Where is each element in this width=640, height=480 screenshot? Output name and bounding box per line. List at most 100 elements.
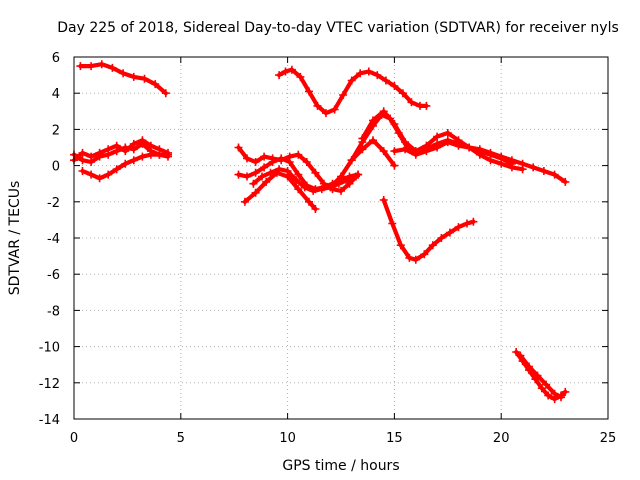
data-point <box>390 147 399 156</box>
data-point <box>76 62 85 71</box>
data-point <box>78 156 87 165</box>
data-point <box>465 143 474 152</box>
x-tick-label: 10 <box>279 431 296 446</box>
data-point <box>454 141 463 150</box>
data-point <box>364 67 373 76</box>
y-tick-label: 4 <box>52 87 60 102</box>
series-arc-13 <box>390 138 570 186</box>
data-point <box>287 65 296 74</box>
data-point <box>401 138 410 147</box>
data-point <box>507 156 516 165</box>
data-point <box>542 380 551 389</box>
data-point <box>411 150 420 159</box>
series-arc-4 <box>78 150 172 183</box>
series-arc-11 <box>358 107 527 174</box>
y-tick-label: -12 <box>39 377 60 392</box>
data-point <box>454 223 463 232</box>
x-tick-label: 25 <box>600 431 617 446</box>
data-point <box>240 197 249 206</box>
data-point <box>151 80 160 89</box>
data-point <box>322 109 330 118</box>
data-point <box>260 152 269 161</box>
data-point <box>300 183 309 192</box>
data-point <box>411 255 420 264</box>
data-point <box>305 87 313 96</box>
series-line <box>381 197 476 262</box>
data-point <box>379 196 388 204</box>
data-point <box>104 170 113 179</box>
y-tick-label: -14 <box>39 413 60 428</box>
data-point <box>294 170 303 179</box>
data-point <box>281 67 290 76</box>
series-arc-1 <box>76 60 170 98</box>
data-point <box>390 82 399 90</box>
data-point <box>234 143 243 152</box>
y-tick-label: -4 <box>47 232 60 247</box>
data-point <box>550 170 559 179</box>
data-point <box>243 172 251 181</box>
data-point <box>369 136 377 145</box>
data-point <box>420 250 429 259</box>
data-point <box>305 197 313 206</box>
data-point <box>164 150 172 159</box>
data-point <box>525 362 533 371</box>
data-point <box>388 219 397 228</box>
data-point <box>390 161 399 170</box>
data-point <box>275 71 284 80</box>
data-point <box>155 150 164 159</box>
data-point <box>433 143 442 152</box>
data-point <box>396 241 405 250</box>
data-point <box>445 228 454 237</box>
data-point <box>129 156 138 165</box>
data-point <box>97 60 106 69</box>
data-point <box>268 158 277 166</box>
data-point <box>251 188 260 197</box>
data-point <box>243 154 251 163</box>
data-point <box>401 145 410 154</box>
data-point <box>95 152 104 161</box>
data-point <box>251 158 260 166</box>
data-point <box>433 132 442 141</box>
series-arc-12 <box>347 136 399 170</box>
data-point <box>266 168 275 177</box>
data-point <box>422 147 431 156</box>
data-point <box>309 186 318 195</box>
data-point <box>516 351 525 360</box>
data-point <box>260 163 269 172</box>
series-line <box>360 109 525 172</box>
data-point <box>369 116 377 125</box>
data-point <box>326 183 335 192</box>
series-arc-14 <box>379 196 478 264</box>
series-line <box>242 170 318 212</box>
x-tick-label: 20 <box>493 431 510 446</box>
data-point <box>358 134 367 143</box>
data-point <box>262 177 271 186</box>
series-arc-5 <box>275 65 431 118</box>
data-point <box>87 158 96 166</box>
series-arc-16 <box>516 351 565 402</box>
data-point <box>507 163 516 172</box>
data-point <box>405 253 414 262</box>
data-point <box>539 167 548 175</box>
data-point <box>544 391 553 400</box>
data-point <box>537 384 546 393</box>
data-point <box>87 170 96 179</box>
data-point <box>533 371 542 380</box>
data-point <box>292 176 301 185</box>
data-point <box>443 138 452 147</box>
data-point <box>258 172 266 181</box>
data-point <box>352 172 360 181</box>
data-point <box>119 69 128 78</box>
data-point <box>469 217 478 226</box>
data-point <box>140 74 149 83</box>
data-point <box>422 101 431 110</box>
data-point <box>512 348 521 356</box>
data-point <box>379 147 388 156</box>
data-point <box>313 101 322 110</box>
data-point <box>339 91 348 99</box>
data-point <box>428 241 437 250</box>
series-arc-9 <box>249 165 360 195</box>
data-point <box>121 159 130 168</box>
y-tick-label: -6 <box>47 268 60 283</box>
